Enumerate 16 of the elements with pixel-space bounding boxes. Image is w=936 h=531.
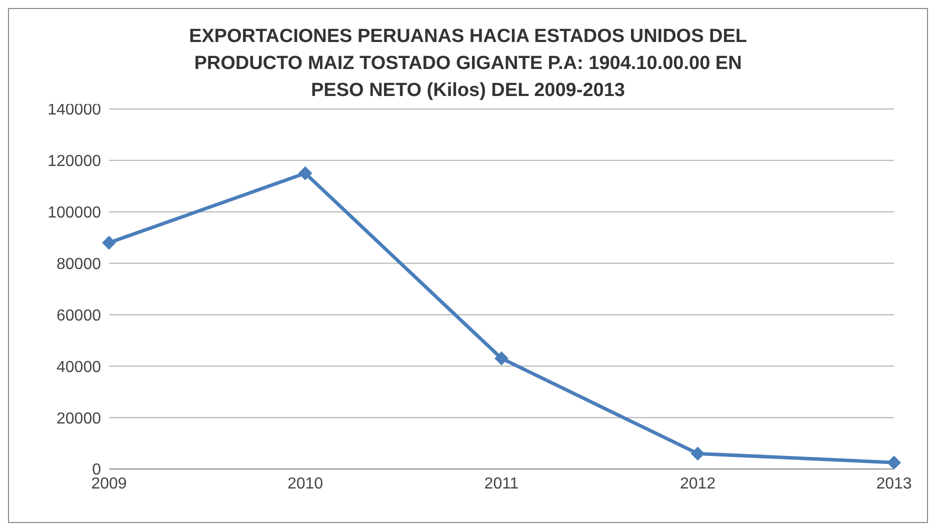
chart-title: EXPORTACIONES PERUANAS HACIA ESTADOS UNIDOS DEL PRODUCTO MAIZ TOSTADO GIGANTE P.A: 1904.10.00.00 EN PESO NETO (Kilos) DEL 2009-2013	[188, 25, 748, 103]
y-tick-label: 60000	[56, 307, 102, 324]
point	[494, 351, 508, 366]
y-tick-label: 100000	[48, 204, 102, 222]
x-tick-label: 2011	[484, 475, 519, 492]
point	[298, 166, 312, 180]
point	[102, 236, 116, 250]
x-tick-label: 2012	[680, 475, 716, 492]
x-tick-label: 2013	[876, 475, 912, 492]
y-tick-label: 40000	[56, 358, 102, 376]
y-tick-label: 120000	[48, 153, 102, 170]
x-tick-label: 2010	[287, 475, 324, 492]
point	[690, 446, 705, 461]
y-tick-label: 80000	[56, 256, 102, 273]
point	[887, 456, 901, 469]
y-tick-label: 20000	[56, 410, 102, 428]
